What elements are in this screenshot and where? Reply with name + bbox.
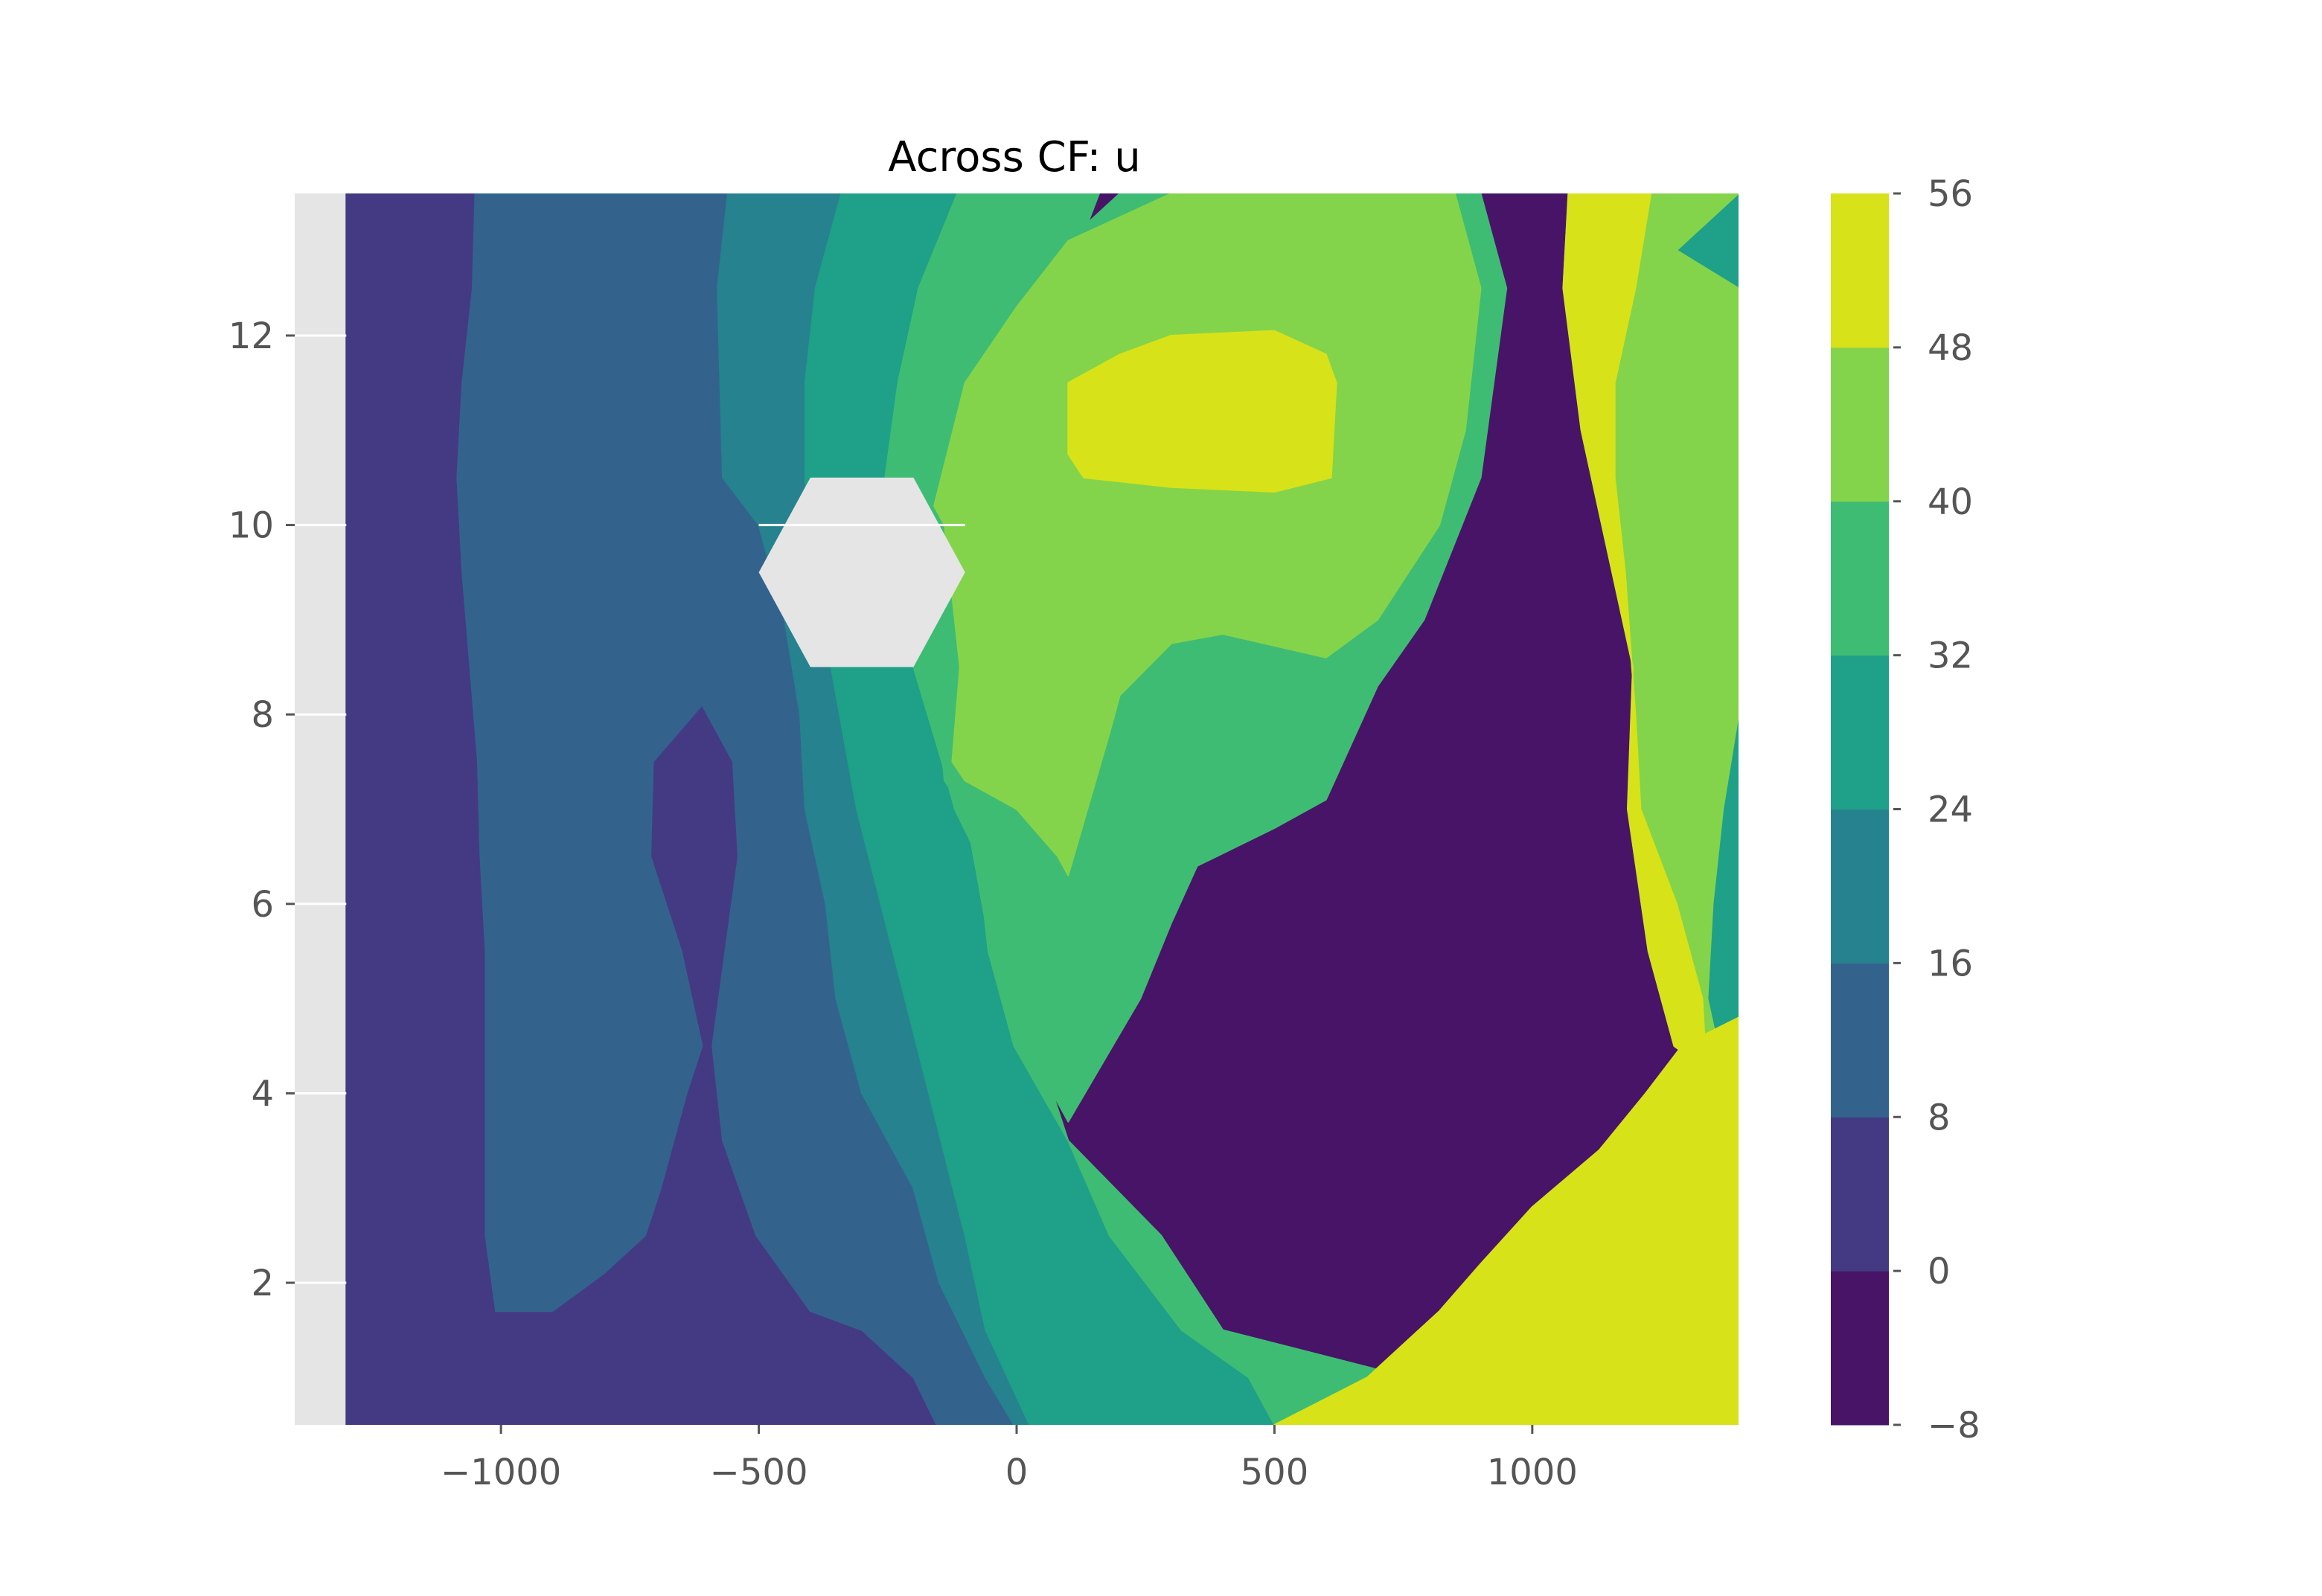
x-tick-label-4: 1000 bbox=[1487, 1452, 1578, 1493]
y-axis: 2 4 6 8 10 12 bbox=[228, 315, 347, 1304]
colorbar-band-3 bbox=[1831, 809, 1889, 964]
colorbar-tick-label-4: 24 bbox=[1928, 789, 1973, 831]
y-tick-label-3: 8 bbox=[251, 694, 274, 736]
y-tick-label-1: 4 bbox=[251, 1073, 274, 1115]
colorbar-tick-label-5: 32 bbox=[1928, 635, 1973, 677]
colorbar-band-7 bbox=[1831, 193, 1889, 348]
colorbar-tick-label-0: −8 bbox=[1928, 1405, 1980, 1446]
colorbar-tick-label-1: 0 bbox=[1928, 1251, 1951, 1292]
contour-fills bbox=[345, 193, 1739, 1425]
colorbar-tick-label-3: 16 bbox=[1928, 943, 1973, 984]
colorbar: −8 0 8 16 24 32 40 48 56 bbox=[1831, 173, 1980, 1446]
colorbar-band-2 bbox=[1831, 963, 1889, 1118]
x-axis: −1000 −500 0 500 1000 bbox=[441, 1425, 1578, 1493]
colorbar-band-0 bbox=[1831, 1271, 1889, 1426]
plot-area bbox=[295, 193, 1739, 1425]
colorbar-tick-label-2: 8 bbox=[1928, 1097, 1951, 1138]
contour-island-40-48 bbox=[933, 193, 1482, 876]
colorbar-band-6 bbox=[1831, 347, 1889, 502]
y-tick-label-2: 6 bbox=[251, 884, 274, 926]
colorbar-tick-label-6: 40 bbox=[1928, 481, 1973, 523]
x-tick-label-0: −1000 bbox=[441, 1452, 561, 1493]
y-tick-label-4: 10 bbox=[228, 505, 274, 547]
contour-island-48-56 bbox=[1067, 330, 1337, 493]
colorbar-tick-label-8: 56 bbox=[1928, 173, 1973, 215]
colorbar-band-4 bbox=[1831, 655, 1889, 810]
y-tick-label-5: 12 bbox=[228, 315, 274, 357]
x-tick-label-2: 0 bbox=[1005, 1452, 1029, 1493]
contour-region-10 bbox=[1273, 1016, 1739, 1425]
colorbar-band-1 bbox=[1831, 1117, 1889, 1272]
chart-title: Across CF: u bbox=[888, 133, 1140, 182]
x-tick-label-1: −500 bbox=[710, 1452, 808, 1493]
colorbar-tick-label-7: 48 bbox=[1928, 327, 1973, 369]
y-tick-label-0: 2 bbox=[251, 1263, 274, 1304]
x-tick-label-3: 500 bbox=[1241, 1452, 1309, 1493]
colorbar-band-5 bbox=[1831, 501, 1889, 656]
